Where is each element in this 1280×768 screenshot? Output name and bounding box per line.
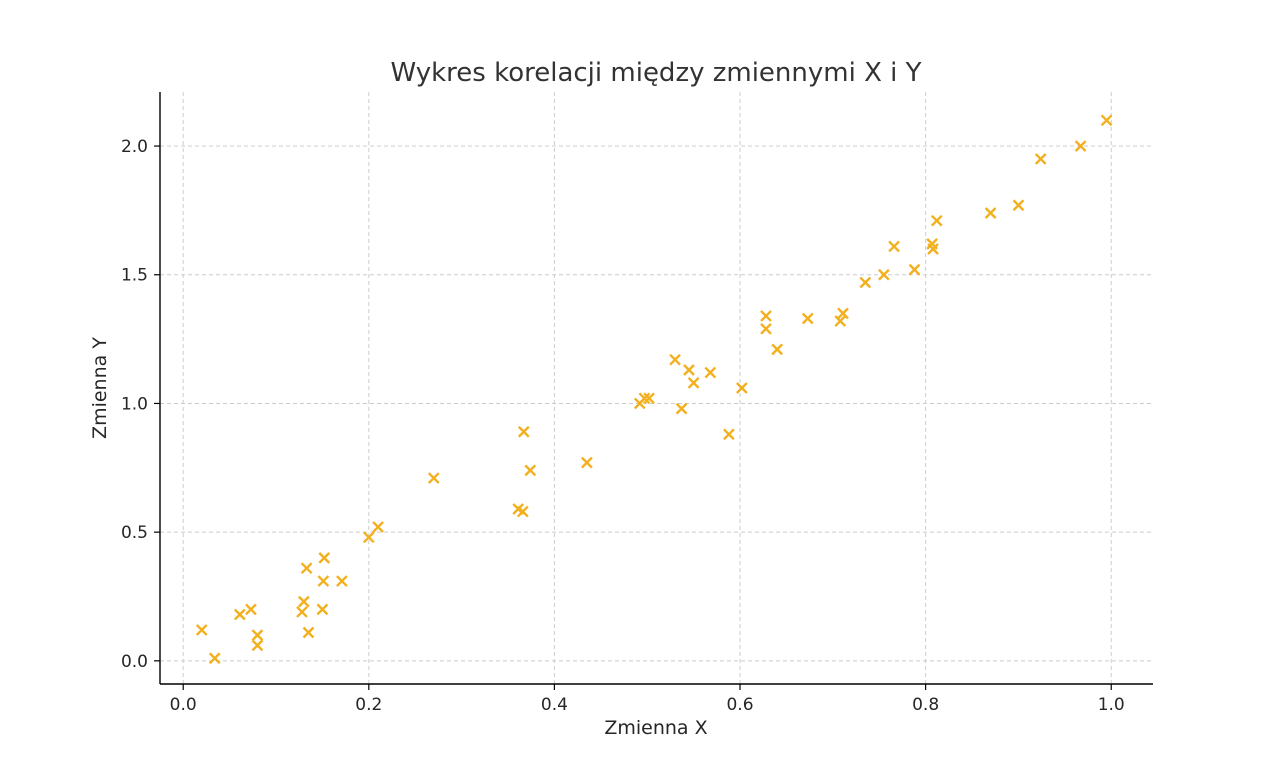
data-point (801, 312, 814, 325)
data-point (581, 456, 593, 469)
data-point (760, 322, 772, 335)
data-point (251, 629, 264, 641)
x-tick-label: 1.0 (1098, 695, 1125, 715)
data-point (296, 606, 308, 618)
grid-lines (160, 92, 1153, 684)
data-point (297, 595, 310, 608)
data-point (834, 315, 847, 327)
data-point (362, 531, 375, 544)
y-tick-label: 1.0 (121, 394, 148, 414)
chart-title: Wykres korelacji między zmiennymi X i Y (390, 58, 921, 88)
data-point (930, 214, 943, 227)
data-point (1034, 153, 1047, 165)
data-point (427, 472, 440, 484)
data-point (888, 240, 900, 253)
x-tick-label: 0.0 (170, 695, 197, 715)
data-point (638, 392, 651, 405)
data-points (195, 114, 1113, 665)
data-point (1074, 140, 1087, 152)
x-tick-label: 0.4 (541, 695, 568, 715)
data-point (984, 207, 997, 219)
data-point (336, 575, 348, 587)
data-point (687, 377, 700, 389)
data-point (1012, 199, 1025, 212)
y-axis-label: Zmienna Y (89, 337, 111, 439)
data-point (669, 353, 681, 366)
x-tick-label: 0.8 (912, 695, 939, 715)
data-point (675, 402, 688, 415)
data-point (524, 464, 537, 477)
data-point (859, 276, 872, 289)
x-axis-ticks: 0.0 0.2 0.4 0.6 0.8 1.0 (170, 684, 1125, 715)
y-tick-label: 1.5 (121, 266, 148, 286)
data-point (195, 624, 208, 636)
data-point (372, 521, 384, 533)
data-point (908, 263, 921, 276)
data-point (837, 307, 849, 320)
data-point (251, 639, 264, 652)
data-point (771, 343, 783, 356)
y-tick-label: 2.0 (121, 137, 148, 157)
x-tick-label: 0.6 (726, 695, 753, 715)
data-point (704, 366, 717, 379)
data-point (316, 603, 329, 616)
data-point (317, 575, 330, 587)
data-point (723, 428, 735, 441)
y-axis-ticks: 0.0 0.5 1.0 1.5 2.0 (121, 137, 160, 672)
x-tick-label: 0.2 (355, 695, 382, 715)
data-point (233, 608, 246, 621)
data-point (643, 392, 655, 405)
data-point (878, 268, 890, 281)
data-point (318, 552, 331, 564)
data-point (683, 364, 695, 376)
data-point (760, 310, 772, 322)
y-tick-label: 0.0 (121, 652, 148, 672)
data-point (245, 603, 257, 616)
axes (159, 92, 1153, 685)
data-point (208, 652, 221, 665)
data-point (736, 382, 748, 394)
y-tick-label: 0.5 (121, 523, 148, 543)
data-point (300, 562, 313, 575)
data-point (517, 505, 529, 518)
data-point (1100, 114, 1113, 127)
data-point (517, 425, 530, 438)
x-axis-label: Zmienna X (604, 717, 707, 739)
data-point (927, 243, 939, 255)
data-point (302, 626, 315, 639)
